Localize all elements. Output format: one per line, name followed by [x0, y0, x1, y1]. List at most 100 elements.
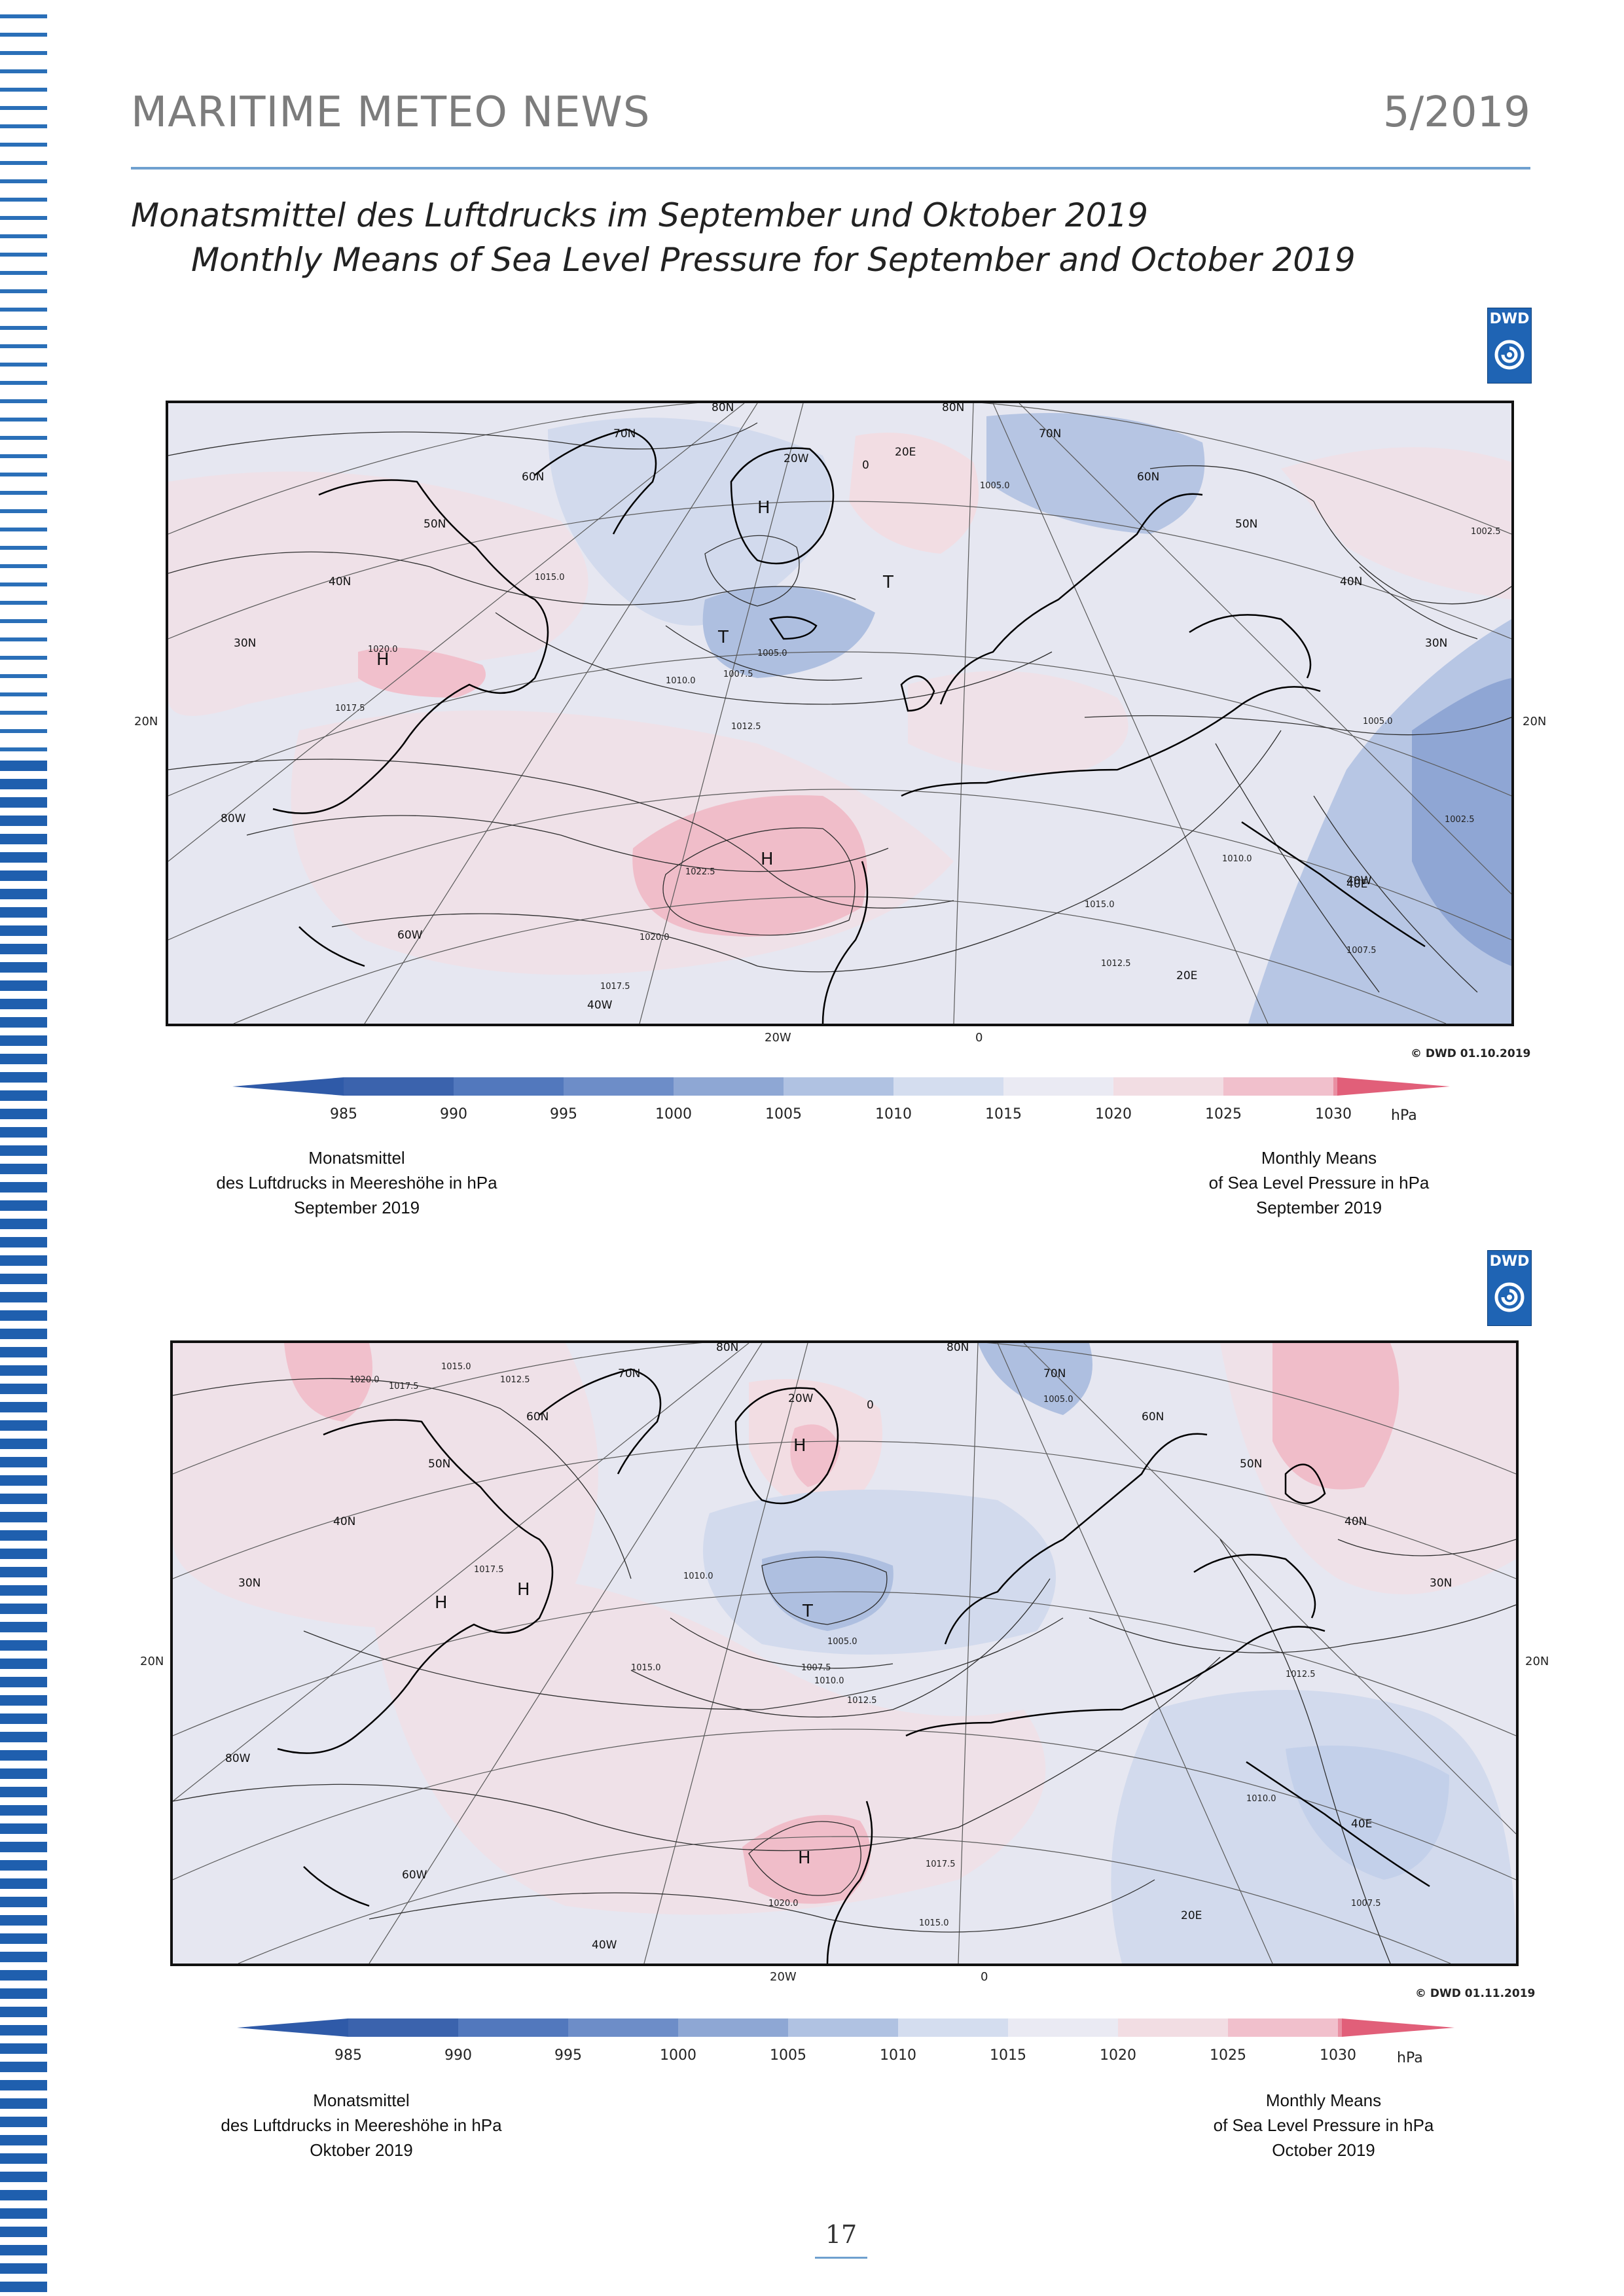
sept-grid-label: 40E [1346, 878, 1367, 891]
oct-isobar-label: 1005.0 [827, 1637, 857, 1647]
page-number: 17 [825, 2220, 857, 2249]
oct-grid-label: 80N [947, 1343, 969, 1354]
oct-colorbar-tick: 1010 [880, 2047, 916, 2064]
sept-isobar-label: 1020.0 [368, 645, 398, 655]
sept-isobar-label: 1005.0 [757, 649, 787, 658]
sept-colorbar-bin [893, 1077, 1003, 1096]
sept-colorbar-tick: 1010 [875, 1106, 912, 1122]
sept-lat-label-left: 20N [134, 715, 158, 728]
oct-grid-label: 20E [1181, 1909, 1202, 1922]
sept-isobar-label: 1005.0 [980, 481, 1010, 491]
oct-grid-label: 70N [618, 1367, 640, 1380]
oct-colorbar-bin [348, 2018, 458, 2037]
oct-center-high-1: H [435, 1593, 448, 1613]
oct-grid-label: 40W [592, 1939, 617, 1952]
sept-center-high-2: H [757, 498, 770, 518]
dwd-spiral-icon [1494, 340, 1525, 370]
sept-colorbar-tick: 1005 [765, 1106, 802, 1122]
caption-line: September 2019 [293, 1198, 420, 1217]
sept-lon-label: 0 [975, 1031, 983, 1045]
oct-isobar-label: 1012.5 [500, 1375, 530, 1385]
caption-line: Monatsmittel [308, 1148, 405, 1168]
page-edge-stripes [0, 0, 47, 2296]
oct-colorbar-tick: 995 [554, 2047, 582, 2064]
oct-lon-label: 0 [981, 1970, 988, 1984]
oct-isobar-label: 1015.0 [631, 1663, 661, 1673]
page-number-underline [815, 2257, 867, 2259]
oct-grid-label: 60N [1142, 1410, 1164, 1424]
sept-colorbar-tick: 995 [550, 1106, 577, 1122]
oct-colorbar-tick: 1015 [990, 2047, 1026, 2064]
oct-colorbar-tick: 1025 [1210, 2047, 1246, 2064]
oct-pressure-map: H H H H T 1020.0 1017.5 1015.0 1012.5 10… [170, 1340, 1519, 1966]
sept-grid-label: 80W [221, 812, 246, 825]
sept-grid-label: 30N [1425, 637, 1447, 650]
caption-line: September 2019 [1255, 1198, 1382, 1217]
oct-isobar-label: 1010.0 [814, 1676, 844, 1686]
sept-grid-label: 80N [942, 403, 964, 414]
sept-isobar-label: 1002.5 [1445, 815, 1475, 825]
oct-caption-english: Monthly Means of Sea Level Pressure in h… [1153, 2088, 1494, 2162]
oct-grid-label: 30N [1430, 1577, 1452, 1590]
oct-colorbar-bin [568, 2018, 678, 2037]
oct-isobar-label: 1020.0 [768, 1899, 799, 1909]
sept-center-low-1: T [717, 628, 729, 647]
sept-colorbar-bin [674, 1077, 784, 1096]
sept-grid-label: 40N [1340, 575, 1362, 588]
sept-grid-label: 60W [397, 929, 423, 942]
sept-colorbar-arrow-right [1337, 1077, 1450, 1096]
sept-grid-label: 50N [1235, 518, 1257, 531]
sept-isobar-label: 1007.5 [723, 670, 753, 679]
sept-colorbar-tick: 1015 [985, 1106, 1022, 1122]
oct-lat-label-left: 20N [140, 1655, 164, 1668]
oct-isobar-label: 1017.5 [474, 1565, 504, 1575]
oct-colorbar-bin [1118, 2018, 1228, 2037]
sept-grid-label: 60N [1137, 471, 1159, 484]
sept-isobar-label: 1002.5 [1471, 527, 1501, 537]
issue-number: 5/2019 [1382, 88, 1530, 137]
oct-isobar-label: 1017.5 [926, 1859, 956, 1869]
sept-grid-label: 20E [895, 446, 916, 459]
oct-isobar-label: 1012.5 [1286, 1670, 1316, 1679]
oct-grid-label: 50N [428, 1458, 450, 1471]
oct-center-high-2: H [517, 1580, 530, 1600]
oct-isobar-label: 1007.5 [801, 1663, 831, 1673]
sept-isobar-label: 1012.5 [1101, 959, 1131, 969]
sept-grid-label: 0 [862, 459, 869, 472]
oct-colorbar-arrow-left [237, 2018, 348, 2037]
oct-colorbar-bin [1008, 2018, 1118, 2037]
sept-lat-label-right: 20N [1523, 715, 1547, 728]
oct-copyright: © DWD 01.11.2019 [1415, 1987, 1536, 2000]
sept-isobar-label: 1020.0 [640, 933, 670, 942]
sept-colorbar-bin [564, 1077, 674, 1096]
oct-colorbar-bin [678, 2018, 788, 2037]
caption-line: of Sea Level Pressure in hPa [1208, 1173, 1430, 1193]
sept-grid-label: 80N [712, 403, 734, 414]
sept-grid-label: 60N [522, 471, 544, 484]
caption-line: des Luftdrucks in Meereshöhe in hPa [216, 1173, 497, 1193]
sept-grid-label: 40W [587, 999, 613, 1012]
oct-grid-label: 20W [788, 1392, 814, 1405]
sept-center-high-1: H [376, 650, 389, 670]
caption-line: October 2019 [1272, 2140, 1375, 2160]
sept-colorbar-tick: 985 [330, 1106, 357, 1122]
oct-grid-label: 0 [867, 1399, 874, 1412]
sept-colorbar-bin [454, 1077, 564, 1096]
sept-caption-german: Monatsmittel des Luftdrucks in Meereshöh… [187, 1145, 527, 1220]
sept-grid-label: 20E [1176, 969, 1197, 982]
newsletter-title: MARITIME METEO NEWS [131, 88, 651, 137]
headline-english: Monthly Means of Sea Level Pressure for … [191, 241, 1356, 279]
caption-line: Monatsmittel [313, 2090, 410, 2110]
oct-isobar-label: 1015.0 [919, 1918, 949, 1928]
oct-isobar-label: 1005.0 [1043, 1395, 1074, 1405]
oct-grid-label: 80N [716, 1343, 738, 1354]
sept-colorbar-tick: 1020 [1095, 1106, 1132, 1122]
dwd-logo-text: DWD [1489, 1253, 1530, 1270]
sept-grid-label: 70N [613, 427, 636, 440]
sept-colorbar [232, 1077, 1450, 1096]
sept-isobar-label: 1007.5 [1346, 946, 1377, 956]
oct-isobar-label: 1012.5 [847, 1696, 877, 1706]
sept-isobar-label: 1012.5 [731, 722, 761, 732]
oct-colorbar-bin [458, 2018, 568, 2037]
sept-colorbar-tick: 1030 [1315, 1106, 1352, 1122]
